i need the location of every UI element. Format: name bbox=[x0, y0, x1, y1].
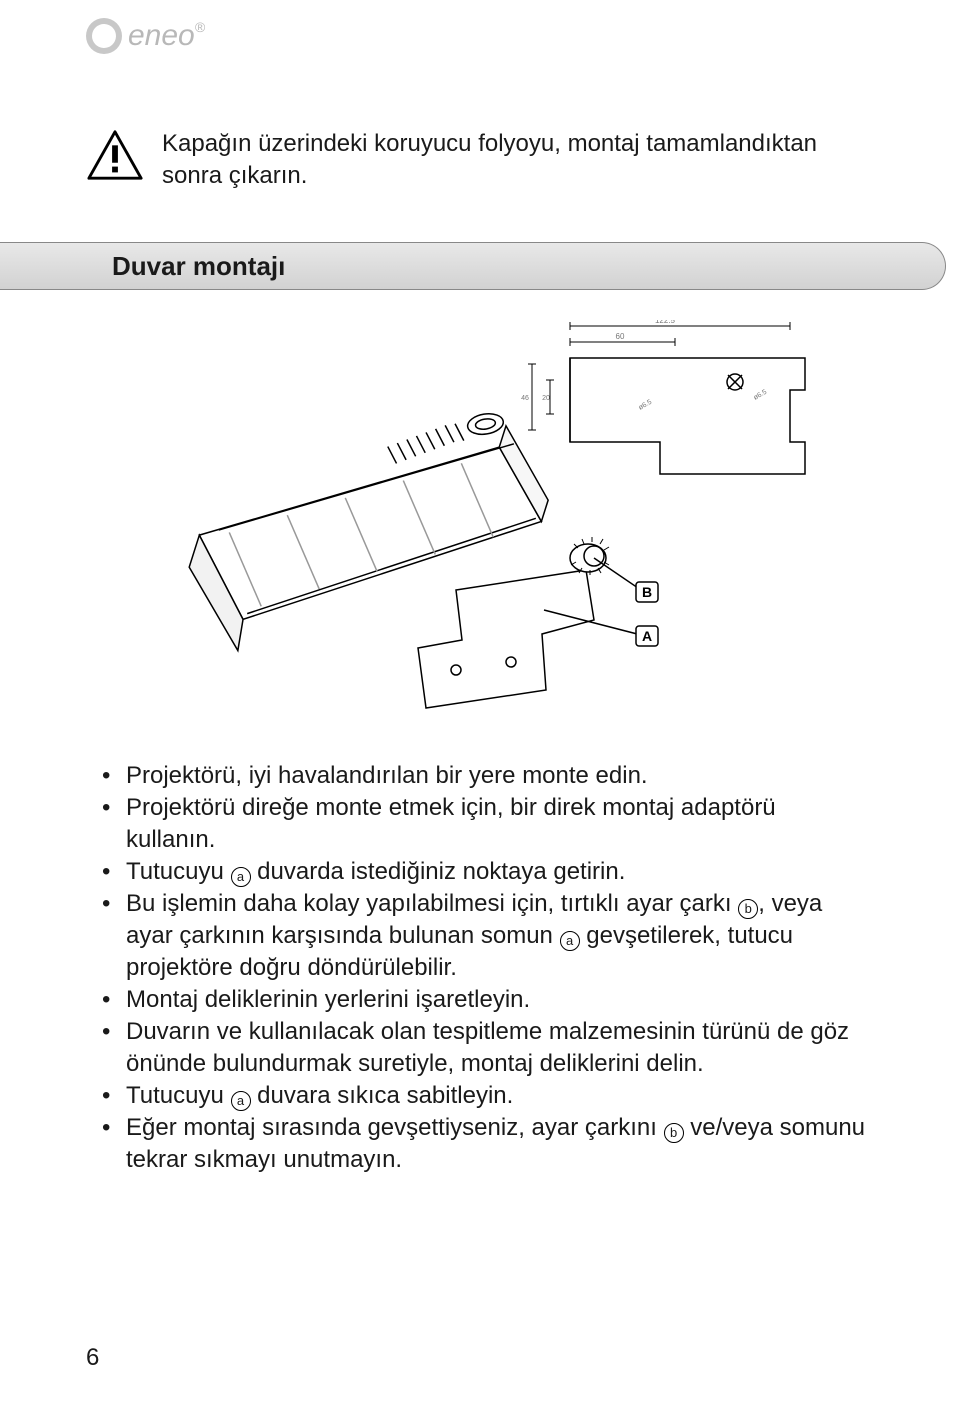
diagram-label-a: A bbox=[642, 628, 652, 644]
bullet-list: Projektörü, iyi havalandırılan bir yere … bbox=[86, 760, 870, 1176]
logo-mark bbox=[86, 18, 122, 54]
bullet-item: Duvarın ve kullanılacak olan tespitleme … bbox=[86, 1016, 870, 1080]
bullet-item: Eğer montaj sırasında gevşettiyseniz, ay… bbox=[86, 1112, 870, 1176]
ref-b: b bbox=[738, 899, 758, 919]
dim-top: 122.5 bbox=[655, 320, 676, 325]
logo-text: eneo® bbox=[128, 19, 205, 53]
page: eneo® Kapağın üzerindeki koruyucu folyoy… bbox=[0, 0, 960, 1416]
bullet-item: Montaj deliklerinin yerlerini işaretleyi… bbox=[86, 984, 870, 1016]
bullet-item: Tutucuyu a duvara sıkıca sabitleyin. bbox=[86, 1080, 870, 1112]
ref-b: b bbox=[664, 1123, 684, 1143]
bullet-item: Projektörü, iyi havalandırılan bir yere … bbox=[86, 760, 870, 792]
section-heading-bar: Duvar montajı bbox=[0, 242, 946, 290]
bullet-item: Tutucuyu a duvarda istediğiniz noktaya g… bbox=[86, 856, 870, 888]
ref-a: a bbox=[231, 867, 251, 887]
diagram-label-b: B bbox=[642, 584, 652, 600]
dim-top-inner: 60 bbox=[616, 332, 625, 341]
ref-a: a bbox=[231, 1091, 251, 1111]
section-title: Duvar montajı bbox=[112, 251, 285, 282]
warning-icon bbox=[86, 128, 144, 182]
bullet-item: Bu işlemin daha kolay yapılabilmesi için… bbox=[86, 888, 870, 984]
warning-text: Kapağın üzerindeki koruyucu folyoyu, mon… bbox=[162, 128, 870, 192]
brand-logo: eneo® bbox=[86, 18, 205, 54]
diagram-area: 122.5 60 46 20 ø6.5 ø6.5 bbox=[86, 320, 870, 720]
ref-a: a bbox=[560, 931, 580, 951]
floodlight-drawing: B A bbox=[146, 390, 706, 730]
bullet-item: Projektörü direğe monte etmek için, bir … bbox=[86, 792, 870, 856]
page-number: 6 bbox=[86, 1344, 99, 1372]
warning-block: Kapağın üzerindeki koruyucu folyoyu, mon… bbox=[86, 128, 870, 192]
